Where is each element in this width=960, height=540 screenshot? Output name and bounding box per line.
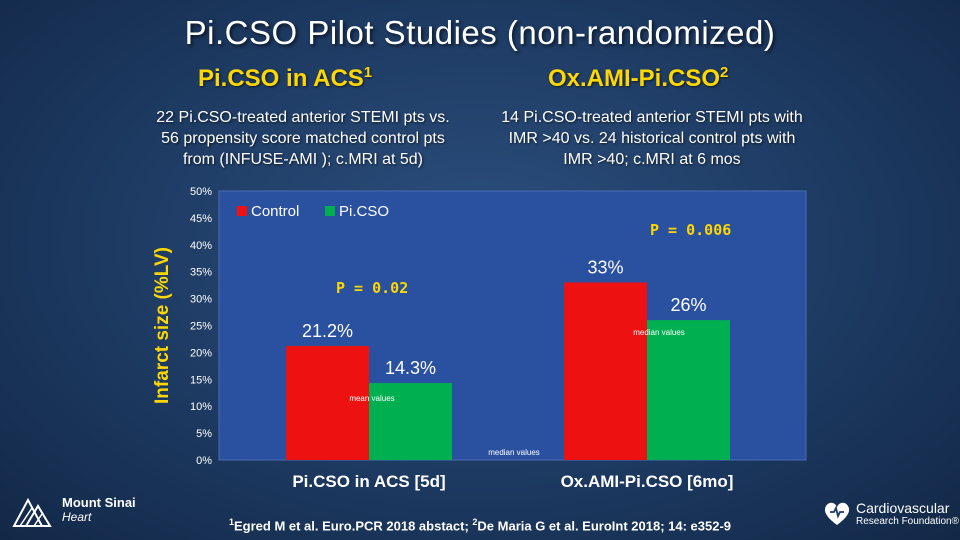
mount-sinai-text: Mount Sinai Heart bbox=[62, 495, 136, 525]
y-tick-label: 40% bbox=[190, 240, 212, 252]
y-tick-label: 5% bbox=[196, 428, 212, 440]
left-heading-text: Pi.CSO in ACS bbox=[198, 65, 364, 92]
right-desc-line: IMR >40 vs. 24 historical control pts wi… bbox=[508, 130, 796, 147]
right-heading: Ox.AMI-Pi.CSO2 bbox=[548, 64, 728, 93]
crf-name: Cardiovascular bbox=[856, 500, 950, 516]
left-heading: Pi.CSO in ACS1 bbox=[198, 64, 372, 93]
right-heading-text: Ox.AMI-Pi.CSO bbox=[548, 65, 721, 92]
crf-heart-icon bbox=[824, 502, 850, 525]
footnote-ref-1: 1 bbox=[228, 517, 234, 527]
footnote-part-1: Egred M et al. Euro.PCR 2018 abstact; bbox=[233, 518, 473, 534]
left-desc-line: 56 propensity score matched control pts bbox=[161, 130, 445, 147]
mount-sinai-heart: Heart bbox=[62, 510, 92, 524]
right-desc-line: IMR >40; c.MRI at 6 mos bbox=[563, 151, 741, 168]
crf-text: Cardiovascular Research Foundation® bbox=[856, 501, 959, 529]
bar-control-1 bbox=[286, 345, 369, 460]
annotation-median-values: median values bbox=[488, 448, 540, 457]
left-desc-line: from (INFUSE-AMI ); c.MRI at 5d) bbox=[182, 151, 423, 168]
y-tick-label: 20% bbox=[190, 347, 212, 359]
legend-swatch-control bbox=[237, 206, 247, 216]
footnote-part-2: De Maria G et al. EuroInt 2018; 14: e352… bbox=[477, 518, 732, 534]
footnote-ref-2: 2 bbox=[472, 517, 478, 527]
y-tick-label: 25% bbox=[190, 321, 212, 333]
data-label: 33% bbox=[587, 257, 623, 277]
y-tick-label: 50% bbox=[190, 186, 212, 198]
y-axis-label: Infarct size (%LV) bbox=[152, 247, 173, 404]
y-tick-label: 10% bbox=[190, 401, 212, 413]
data-label: 21.2% bbox=[302, 321, 353, 341]
mount-sinai-logo: Mount Sinai Heart bbox=[12, 492, 142, 532]
left-description: 22 Pi.CSO-treated anterior STEMI pts vs.… bbox=[138, 107, 468, 170]
annotation-mean-values: mean values bbox=[349, 394, 394, 403]
legend-label-picso: Pi.CSO bbox=[339, 203, 389, 220]
data-label: 26% bbox=[670, 295, 706, 315]
bar-control-2 bbox=[564, 282, 647, 460]
mount-sinai-name: Mount Sinai bbox=[62, 495, 136, 510]
x-category-label: Pi.CSO in ACS [5d] bbox=[292, 472, 445, 491]
p-value-acs: P = 0.02 bbox=[336, 279, 408, 297]
footnote: 1Egred M et al. Euro.PCR 2018 abstact; 2… bbox=[0, 517, 960, 533]
right-desc-line: 14 Pi.CSO-treated anterior STEMI pts wit… bbox=[501, 109, 803, 126]
p-value-oxami: P = 0.006 bbox=[650, 221, 731, 239]
y-tick-label: 15% bbox=[190, 374, 212, 386]
crf-sub-name: Research Foundation® bbox=[856, 516, 959, 527]
x-category-label: Ox.AMI-Pi.CSO [6mo] bbox=[561, 472, 734, 491]
slide-title: Pi.CSO Pilot Studies (non-randomized) bbox=[184, 14, 776, 51]
y-tick-label: 0% bbox=[196, 455, 212, 467]
left-desc-line: 22 Pi.CSO-treated anterior STEMI pts vs. bbox=[156, 109, 450, 126]
y-tick-label: 45% bbox=[190, 213, 212, 225]
data-label: 14.3% bbox=[385, 358, 436, 378]
mountain-icon bbox=[12, 497, 52, 527]
legend-label-control: Control bbox=[251, 203, 299, 220]
right-heading-ref: 2 bbox=[720, 64, 729, 81]
y-tick-label: 30% bbox=[190, 294, 212, 306]
y-tick-label: 35% bbox=[190, 267, 212, 279]
legend-swatch-picso bbox=[325, 206, 335, 216]
right-description: 14 Pi.CSO-treated anterior STEMI pts wit… bbox=[487, 107, 817, 170]
crf-logo: Cardiovascular Research Foundation® bbox=[822, 498, 959, 532]
bar-picso-1 bbox=[369, 383, 452, 460]
annotation-median-values: median values bbox=[633, 328, 685, 337]
bar-picso-2 bbox=[647, 320, 730, 460]
left-heading-ref: 1 bbox=[363, 64, 373, 81]
